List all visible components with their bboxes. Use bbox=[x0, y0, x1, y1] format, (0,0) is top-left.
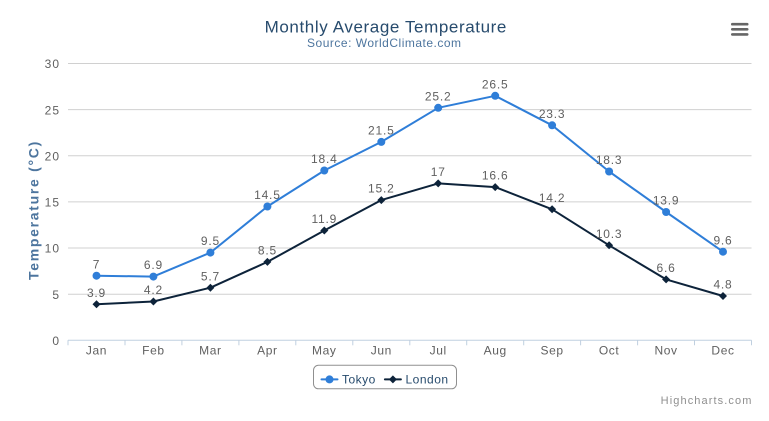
svg-text:5.7: 5.7 bbox=[201, 269, 220, 283]
svg-text:Nov: Nov bbox=[655, 344, 678, 358]
svg-text:Sep: Sep bbox=[541, 344, 564, 358]
svg-text:18.4: 18.4 bbox=[311, 152, 338, 166]
svg-text:25.2: 25.2 bbox=[425, 89, 452, 103]
svg-text:11.9: 11.9 bbox=[311, 212, 337, 226]
svg-text:Apr: Apr bbox=[257, 344, 277, 358]
svg-text:Jan: Jan bbox=[86, 344, 107, 358]
svg-text:14.2: 14.2 bbox=[539, 191, 566, 205]
svg-text:3.9: 3.9 bbox=[87, 286, 106, 300]
svg-text:Feb: Feb bbox=[142, 344, 164, 358]
svg-text:20: 20 bbox=[45, 150, 60, 164]
svg-text:May: May bbox=[312, 344, 336, 358]
svg-text:14.5: 14.5 bbox=[254, 188, 281, 202]
svg-text:15.2: 15.2 bbox=[368, 182, 395, 196]
svg-text:18.3: 18.3 bbox=[596, 153, 623, 167]
svg-text:10.3: 10.3 bbox=[596, 227, 623, 241]
svg-text:7: 7 bbox=[93, 257, 100, 271]
svg-text:Aug: Aug bbox=[484, 344, 507, 358]
svg-text:21.5: 21.5 bbox=[368, 124, 395, 138]
svg-text:10: 10 bbox=[45, 242, 60, 256]
svg-text:Highcharts.com: Highcharts.com bbox=[661, 395, 753, 407]
svg-text:8.5: 8.5 bbox=[258, 244, 277, 258]
svg-text:6.9: 6.9 bbox=[144, 258, 163, 272]
svg-text:Temperature (°C): Temperature (°C) bbox=[26, 140, 42, 280]
svg-text:15: 15 bbox=[45, 196, 60, 210]
svg-text:26.5: 26.5 bbox=[482, 77, 509, 91]
svg-text:0: 0 bbox=[52, 334, 60, 348]
svg-text:Source: WorldClimate.com: Source: WorldClimate.com bbox=[307, 36, 462, 50]
svg-text:Tokyo: Tokyo bbox=[342, 373, 376, 387]
svg-text:Mar: Mar bbox=[199, 344, 221, 358]
svg-text:25: 25 bbox=[45, 103, 60, 117]
svg-text:23.3: 23.3 bbox=[539, 107, 566, 121]
svg-text:9.6: 9.6 bbox=[713, 233, 732, 247]
svg-text:Oct: Oct bbox=[599, 344, 620, 358]
svg-text:4.8: 4.8 bbox=[713, 278, 732, 292]
svg-text:9.5: 9.5 bbox=[201, 234, 220, 248]
svg-text:4.2: 4.2 bbox=[144, 283, 163, 297]
svg-text:London: London bbox=[406, 373, 449, 387]
svg-text:30: 30 bbox=[45, 57, 60, 71]
svg-text:13.9: 13.9 bbox=[653, 194, 680, 208]
svg-text:5: 5 bbox=[52, 288, 60, 302]
svg-text:Jun: Jun bbox=[371, 344, 392, 358]
svg-text:Jul: Jul bbox=[430, 344, 447, 358]
svg-text:6.6: 6.6 bbox=[657, 261, 676, 275]
svg-text:Dec: Dec bbox=[711, 344, 734, 358]
svg-text:Monthly Average Temperature: Monthly Average Temperature bbox=[265, 18, 507, 37]
svg-text:16.6: 16.6 bbox=[482, 169, 509, 183]
svg-text:17: 17 bbox=[431, 165, 446, 179]
